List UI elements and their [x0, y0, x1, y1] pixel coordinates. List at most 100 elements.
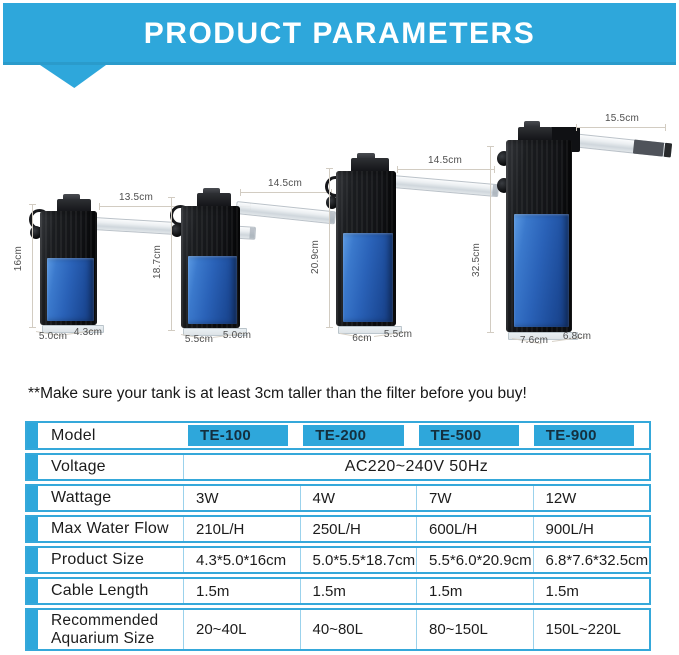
- cap-knob: [203, 188, 220, 196]
- row-label: Product Size: [51, 551, 145, 568]
- table-cell: 900L/H: [532, 517, 650, 541]
- height-label: 32.5cm: [471, 243, 482, 277]
- row-accent-stripe: [27, 548, 38, 572]
- tube-length-label: 14.5cm: [428, 155, 462, 166]
- model-badge-te200: TE-200: [303, 425, 404, 446]
- table-row-wattage: Wattage 3W 4W 7W 12W: [25, 484, 651, 512]
- table-cell: 1.5m: [183, 579, 300, 603]
- base-width-label: 5.0cm: [38, 331, 68, 342]
- height-label: 18.7cm: [152, 245, 163, 279]
- table-cell: 250L/H: [299, 517, 417, 541]
- height-dim-line: [487, 146, 494, 333]
- table-cell: 12W: [532, 486, 650, 510]
- cap-knob: [524, 121, 540, 129]
- blue-sponge-panel: [514, 214, 569, 327]
- table-cell: 40~80L: [299, 610, 417, 649]
- base-depth-label: 5.5cm: [383, 329, 413, 340]
- tube-end-cap: [663, 142, 673, 158]
- row-label: Wattage: [51, 489, 112, 506]
- table-cell: 80~150L: [416, 610, 533, 649]
- filter-base: [338, 326, 402, 334]
- base-width-label: 5.5cm: [184, 334, 214, 345]
- table-row-model: Model TE-100 TE-200 TE-500 TE-900: [25, 421, 651, 450]
- height-dim-line: [326, 168, 333, 328]
- table-cell: 7W: [416, 486, 533, 510]
- blue-sponge-panel: [188, 256, 237, 324]
- tube-length-label: 15.5cm: [605, 113, 639, 124]
- table-cell: 5.5*6.0*20.9cm: [416, 548, 533, 572]
- cap-knob: [63, 194, 80, 202]
- page-title: PRODUCT PARAMETERS: [143, 17, 536, 50]
- table-cell: 5.0*5.5*18.7cm: [299, 548, 417, 572]
- filter-body: [181, 206, 240, 328]
- row-label: Cable Length: [51, 582, 149, 599]
- filter-cap: [351, 158, 389, 173]
- table-cell: 1.5m: [416, 579, 533, 603]
- table-cell: 210L/H: [183, 517, 300, 541]
- row-accent-stripe: [27, 579, 38, 603]
- tube-length-dim-line: [240, 189, 332, 196]
- table-row-voltage: Voltage AC220~240V 50Hz: [25, 453, 651, 481]
- filter-body: [506, 140, 572, 332]
- table-cell: 600L/H: [416, 517, 533, 541]
- table-cell: 4.3*5.0*16cm: [183, 548, 300, 572]
- table-row-cable-length: Cable Length 1.5m 1.5m 1.5m 1.5m: [25, 577, 651, 605]
- row-label: Voltage: [51, 458, 106, 475]
- height-dim-line: [168, 197, 175, 331]
- tube-length-label: 13.5cm: [119, 192, 153, 203]
- tank-height-note: **Make sure your tank is at least 3cm ta…: [28, 385, 527, 402]
- table-row-product-size: Product Size 4.3*5.0*16cm 5.0*5.5*18.7cm…: [25, 546, 651, 574]
- blue-sponge-panel: [47, 258, 94, 321]
- table-row-recommended-aquarium-size: Recommended Aquarium Size 20~40L 40~80L …: [25, 608, 651, 651]
- table-cell: 20~40L: [183, 610, 300, 649]
- filter-base: [508, 332, 578, 340]
- filter-body: [40, 211, 97, 325]
- tube-length-label: 14.5cm: [268, 178, 302, 189]
- tube-end-ring: [249, 227, 256, 239]
- suction-cup: [30, 226, 42, 239]
- filter-base: [183, 328, 247, 336]
- row-label: Recommended Aquarium Size: [51, 612, 159, 647]
- cap-knob: [357, 153, 375, 161]
- banner-ribbon-notch: [40, 65, 106, 88]
- tube-length-dim-line: [576, 124, 666, 131]
- table-cell: 1.5m: [532, 579, 650, 603]
- model-badge-te100: TE-100: [188, 425, 289, 446]
- row-label: Model: [51, 426, 96, 444]
- row-accent-stripe: [27, 610, 38, 649]
- voltage-value: AC220~240V 50Hz: [183, 455, 649, 479]
- filter-cap: [57, 199, 91, 214]
- height-dim-line: [29, 204, 36, 328]
- row-accent-stripe: [27, 486, 38, 510]
- filter-cap: [518, 127, 552, 142]
- filter-cap: [197, 193, 231, 208]
- spec-table: Model TE-100 TE-200 TE-500 TE-900 Voltag…: [25, 421, 651, 654]
- row-label: Max Water Flow: [51, 520, 169, 537]
- base-width-label: 6cm: [352, 333, 372, 344]
- table-row-max-water-flow: Max Water Flow 210L/H 250L/H 600L/H 900L…: [25, 515, 651, 543]
- suction-cup: [171, 224, 183, 237]
- base-depth-label: 4.3cm: [73, 327, 103, 338]
- table-cell: 150L~220L: [532, 610, 650, 649]
- base-depth-label: 5.0cm: [222, 330, 252, 341]
- model-badge-te500: TE-500: [418, 425, 519, 446]
- header-banner: PRODUCT PARAMETERS: [3, 3, 676, 65]
- row-accent-stripe: [27, 455, 38, 479]
- row-accent-stripe: [27, 423, 38, 448]
- height-label: 20.9cm: [310, 240, 321, 274]
- table-cell: 4W: [299, 486, 417, 510]
- table-cell: 6.8*7.6*32.5cm: [532, 548, 650, 572]
- tube-dark-section: [632, 139, 665, 157]
- height-label: 16cm: [13, 246, 24, 272]
- base-depth-label: 6.8cm: [562, 331, 592, 342]
- model-badge-te900: TE-900: [533, 425, 634, 446]
- table-cell: 3W: [183, 486, 300, 510]
- blue-sponge-panel: [343, 233, 393, 322]
- spray-bar-tube: [392, 175, 500, 198]
- table-cell: 1.5m: [299, 579, 417, 603]
- filter-body: [336, 171, 396, 326]
- row-accent-stripe: [27, 517, 38, 541]
- base-width-label: 7.6cm: [519, 335, 549, 346]
- spray-bar-tube: [235, 201, 337, 225]
